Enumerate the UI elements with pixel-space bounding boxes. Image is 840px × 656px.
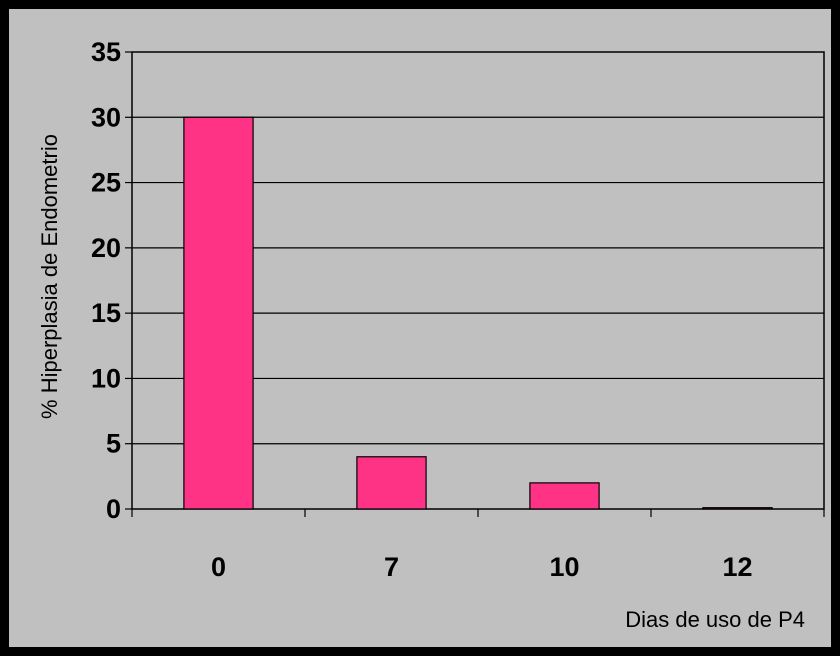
y-tick-label: 15 bbox=[91, 298, 121, 328]
y-tick-label: 10 bbox=[91, 363, 121, 393]
x-tick-label: 7 bbox=[384, 552, 399, 582]
y-tick-label: 30 bbox=[91, 102, 121, 132]
y-axis-ticks: 0 5 10 15 20 25 30 35 bbox=[91, 37, 132, 524]
x-tick-label: 12 bbox=[722, 552, 752, 582]
bars bbox=[183, 116, 773, 510]
y-tick-label: 25 bbox=[91, 168, 121, 198]
bar-chart: 0 5 10 15 20 25 30 35 0 7 10 12 % Hiperplasia de E… bbox=[37, 37, 825, 632]
y-axis-title: % Hiperplasia de Endometrio bbox=[37, 134, 62, 419]
y-tick-label: 0 bbox=[106, 494, 121, 524]
chart-frame: 0 5 10 15 20 25 30 35 0 7 10 12 % Hiperplasia de E… bbox=[9, 9, 831, 647]
x-tick-label: 0 bbox=[211, 552, 226, 582]
bar-0 bbox=[183, 116, 254, 510]
bar-7 bbox=[356, 456, 427, 510]
bar-12 bbox=[702, 507, 773, 510]
x-axis-title: Dias de uso de P4 bbox=[625, 607, 805, 632]
y-tick-label: 20 bbox=[91, 233, 121, 263]
y-tick-label: 35 bbox=[91, 37, 121, 67]
x-axis-ticks: 0 7 10 12 bbox=[131, 509, 825, 582]
y-tick-label: 5 bbox=[106, 429, 121, 459]
bar-10 bbox=[529, 482, 600, 510]
x-tick-label: 10 bbox=[549, 552, 579, 582]
